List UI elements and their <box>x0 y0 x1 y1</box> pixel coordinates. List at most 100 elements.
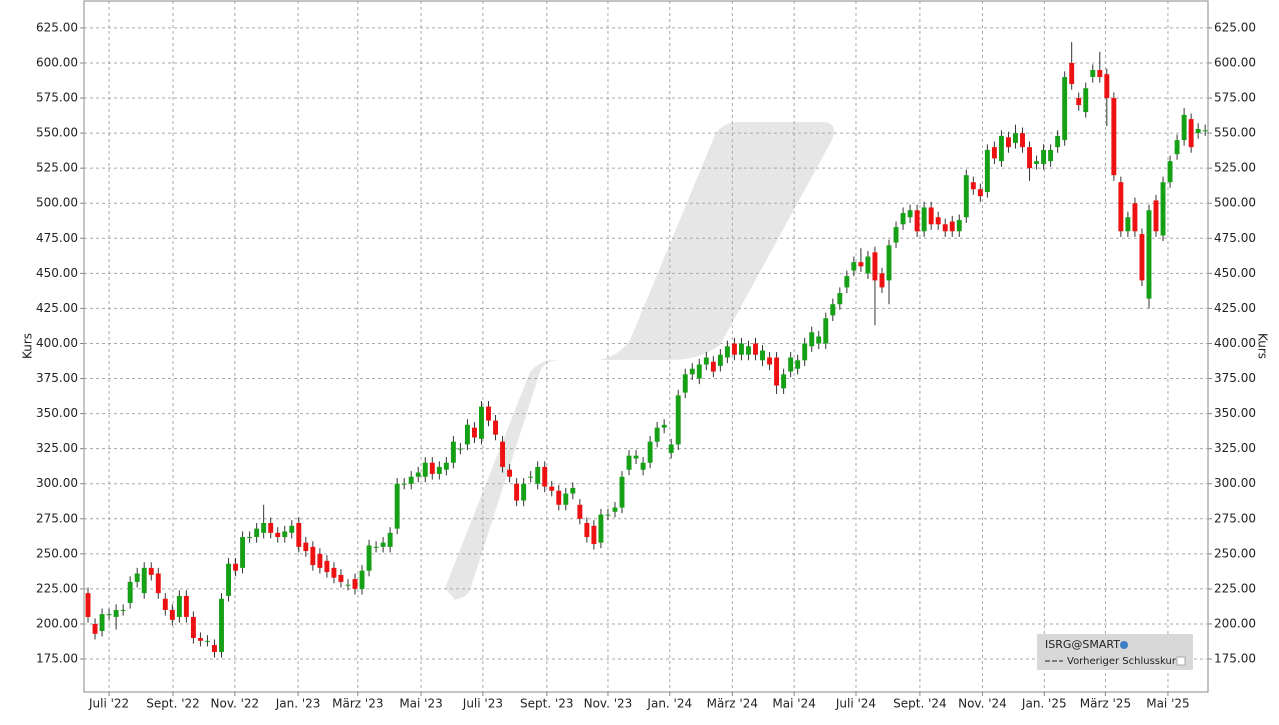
legend-symbol: ISRG@SMART <box>1045 638 1120 651</box>
candle-body <box>457 448 463 450</box>
candle-body <box>998 135 1004 162</box>
candle-body <box>141 567 147 594</box>
legend: ISRG@SMART Vorheriger Schlusskurs <box>1037 634 1193 670</box>
y-tick-label-right: 450.00 <box>1214 266 1256 280</box>
candle-body <box>893 227 899 243</box>
x-tick-label: März '25 <box>1080 697 1131 711</box>
candle-body <box>1195 128 1201 134</box>
candle-body <box>352 579 358 589</box>
candle-body <box>408 476 414 484</box>
candle-body <box>633 455 639 459</box>
y-tick-label: 375.00 <box>36 371 78 385</box>
legend-checkbox[interactable] <box>1176 656 1186 666</box>
candle-body <box>415 472 421 477</box>
candle-body <box>190 616 196 639</box>
candle-body <box>169 609 175 620</box>
candle-body <box>788 357 794 372</box>
candle-body <box>654 427 660 442</box>
y-tick-label: 400.00 <box>36 336 78 350</box>
y-tick-label-right: 250.00 <box>1214 546 1256 560</box>
candle-body <box>605 514 611 516</box>
candle-body <box>1027 147 1032 169</box>
candle-body <box>148 567 154 575</box>
candle-body <box>1146 210 1152 299</box>
y-tick-label-right: 275.00 <box>1214 511 1256 525</box>
candle-body <box>760 350 765 361</box>
x-tick-label: Jan. '23 <box>275 697 321 711</box>
candle-body <box>809 332 815 347</box>
candle-body <box>310 546 316 566</box>
candle-body <box>204 640 210 642</box>
candle-body <box>1034 161 1040 164</box>
y-tick-label-right: 500.00 <box>1214 196 1256 210</box>
y-tick-label: 450.00 <box>36 266 78 280</box>
candle-body <box>710 361 716 372</box>
y-tick-label: 550.00 <box>36 126 78 140</box>
y-tick-label-right: 425.00 <box>1214 301 1256 315</box>
candle-body <box>738 343 744 355</box>
candle-body <box>724 346 730 358</box>
candle-body <box>1013 133 1018 143</box>
candle-body <box>176 595 182 617</box>
candle-body <box>92 623 98 634</box>
x-tick-label: Juli '24 <box>835 697 876 711</box>
y-tick-label: 575.00 <box>36 91 78 105</box>
candle-body <box>479 406 484 439</box>
candle-body <box>949 221 955 232</box>
candle-body <box>570 487 576 494</box>
x-tick-label: März '24 <box>707 697 758 711</box>
candle-body <box>317 553 323 568</box>
y-tick-label: 175.00 <box>36 652 78 666</box>
candle-body <box>1062 77 1068 141</box>
candle-body <box>197 638 203 641</box>
candle-body <box>261 523 267 533</box>
y-tick-label-right: 200.00 <box>1214 616 1256 630</box>
candle-body <box>162 598 168 610</box>
candle-body <box>401 483 407 485</box>
candle-body <box>155 573 161 594</box>
candle-body <box>872 252 878 281</box>
candle-body <box>1111 98 1117 176</box>
candle-body <box>598 514 604 543</box>
candle-body <box>268 523 274 533</box>
candle-body <box>717 354 723 366</box>
watermark <box>445 122 835 600</box>
candle-body <box>113 609 119 617</box>
candle-body <box>345 584 351 586</box>
candle-body <box>647 441 653 463</box>
candle-body <box>422 462 428 477</box>
x-tick-label: Sept. '24 <box>893 697 947 711</box>
candle-body <box>851 262 857 271</box>
candle-body <box>521 483 527 501</box>
candle-body <box>914 210 920 232</box>
y-tick-label-right: 525.00 <box>1214 161 1256 175</box>
candle-body <box>661 424 667 428</box>
candle-body <box>1076 98 1082 106</box>
candle-body <box>991 147 997 159</box>
candle-body <box>1069 62 1075 85</box>
candle-body <box>183 595 189 617</box>
y-tick-label: 225.00 <box>36 581 78 595</box>
x-tick-label: Sept. '22 <box>146 697 200 711</box>
x-tick-label: Jan. '25 <box>1021 697 1067 711</box>
candle-body <box>879 273 885 288</box>
candle-body <box>668 444 674 453</box>
y-tick-label-right: 475.00 <box>1214 231 1256 245</box>
candle-body <box>591 525 597 545</box>
candle-body <box>563 493 569 505</box>
y-tick-label-right: 175.00 <box>1214 652 1256 666</box>
candle-body <box>928 207 934 225</box>
x-tick-label: Nov. '24 <box>958 697 1007 711</box>
candle-body <box>528 476 534 478</box>
candle-body <box>514 483 520 501</box>
candle-body <box>956 220 962 232</box>
candle-body <box>486 406 491 421</box>
x-tick-label: Mai '24 <box>772 697 815 711</box>
candle-body <box>219 598 224 653</box>
candle-body <box>1041 149 1047 164</box>
candle-body <box>675 395 681 445</box>
y-tick-label: 250.00 <box>36 546 78 560</box>
candle-body <box>689 368 695 375</box>
candle-body <box>331 567 337 578</box>
